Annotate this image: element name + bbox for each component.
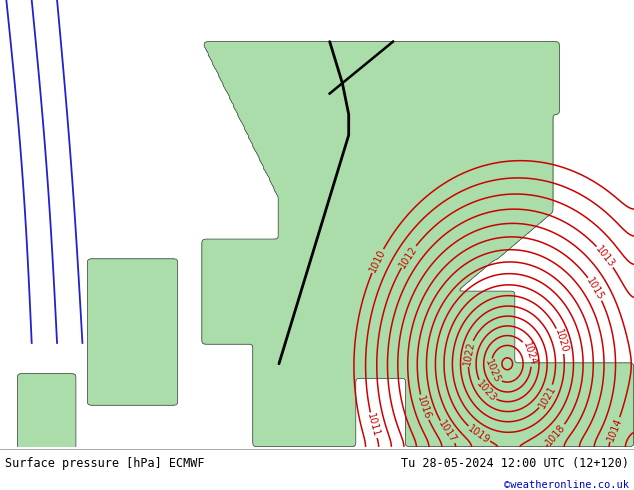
Text: 1024: 1024 [521,340,538,367]
Text: ©weatheronline.co.uk: ©weatheronline.co.uk [504,480,629,490]
Text: 1015: 1015 [585,276,606,302]
Text: Tu 28-05-2024 12:00 UTC (12+120): Tu 28-05-2024 12:00 UTC (12+120) [401,457,629,470]
Text: 1019: 1019 [466,423,492,445]
Text: 1012: 1012 [398,244,419,270]
Text: 1018: 1018 [544,422,567,447]
Text: 1025: 1025 [484,358,503,385]
Text: 1016: 1016 [415,394,433,420]
Text: 1010: 1010 [368,247,387,274]
Text: 1021: 1021 [536,384,557,410]
Text: 1017: 1017 [437,419,458,445]
Text: 1020: 1020 [553,328,569,354]
Text: Surface pressure [hPa] ECMWF: Surface pressure [hPa] ECMWF [5,457,205,470]
Text: 1011: 1011 [365,412,382,439]
Text: 1022: 1022 [462,341,477,367]
Text: 1014: 1014 [605,416,624,443]
Text: 1023: 1023 [474,379,498,404]
Text: 1013: 1013 [593,244,617,270]
